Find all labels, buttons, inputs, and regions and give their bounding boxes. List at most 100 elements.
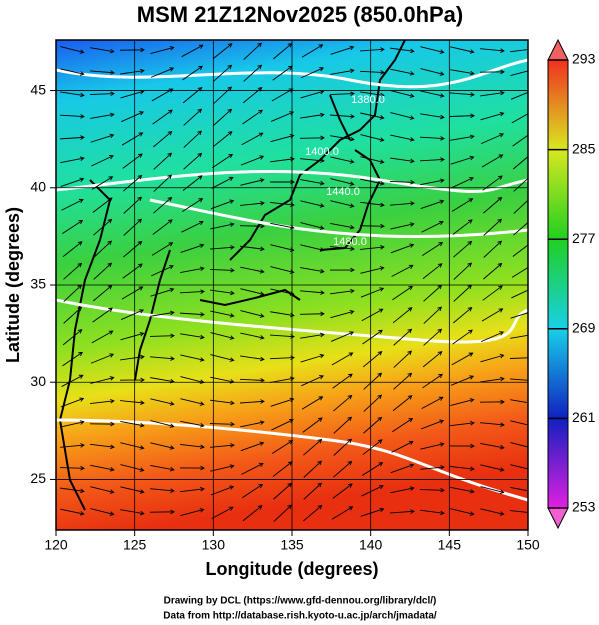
streamline (61, 374, 84, 387)
streamline (331, 352, 354, 366)
streamline (120, 442, 145, 450)
streamline (240, 332, 265, 340)
streamline (299, 311, 325, 317)
x-tick-label: 125 (123, 537, 147, 553)
streamline (330, 68, 355, 75)
streamline (300, 222, 325, 230)
streamline (179, 465, 205, 471)
streamline (90, 443, 115, 450)
streamline (450, 155, 475, 165)
streamline (243, 64, 263, 82)
streamline (513, 219, 528, 236)
streamline (420, 419, 445, 430)
streamline (150, 310, 175, 317)
streamline (509, 357, 528, 359)
streamline (330, 200, 355, 208)
streamline (59, 114, 85, 119)
streamline (510, 464, 528, 470)
streamline (92, 197, 113, 213)
y-tick-label: 40 (30, 178, 46, 194)
streamline (510, 378, 528, 381)
streamline (480, 48, 505, 53)
x-tick-label: 145 (438, 537, 462, 553)
y-tick-label: 35 (30, 276, 46, 292)
streamline (90, 112, 115, 119)
colorbar-tick-label: 253 (572, 499, 596, 515)
streamline (450, 486, 475, 494)
y-axis-label: Latitude (degrees) (3, 207, 23, 363)
streamline (90, 398, 115, 405)
streamline (63, 262, 83, 280)
streamline (450, 465, 475, 472)
streamline (450, 92, 475, 97)
footer-line: Data from http://database.rish.kyoto-u.a… (163, 611, 437, 622)
streamline (151, 88, 174, 102)
streamline (450, 69, 475, 76)
streamline (420, 442, 445, 450)
streamline (93, 240, 113, 258)
streamline (123, 240, 143, 258)
streamline (360, 287, 385, 298)
streamline (452, 306, 473, 324)
streamline (91, 330, 114, 344)
streamline (180, 508, 205, 516)
y-tick-label: 30 (30, 373, 46, 389)
streamline (511, 266, 528, 278)
streamline (209, 421, 235, 427)
streamline (181, 44, 204, 58)
streamline (480, 508, 505, 516)
streamline (392, 395, 413, 412)
streamline (93, 262, 113, 280)
streamline (183, 152, 203, 170)
streamline (150, 465, 175, 472)
y-tick-label: 25 (30, 470, 46, 486)
streamline (239, 378, 265, 383)
streamline (330, 310, 355, 319)
streamline (302, 417, 323, 433)
streamline (420, 509, 445, 516)
streamline (89, 421, 115, 427)
streamline (60, 91, 85, 98)
streamline (479, 69, 505, 75)
streamline (240, 266, 265, 274)
streamline (183, 130, 203, 148)
streamline (329, 267, 355, 273)
streamline (212, 131, 233, 148)
streamline (360, 244, 385, 250)
contour-label: 1400.0 (305, 146, 339, 158)
streamline (423, 328, 443, 346)
streamline (392, 307, 413, 324)
streamline (93, 218, 113, 236)
streamline (420, 178, 445, 186)
colorbar-body (547, 59, 569, 509)
streamline (89, 91, 115, 97)
streamline (153, 152, 173, 170)
streamline (483, 196, 503, 214)
streamline (480, 90, 505, 97)
streamline (389, 179, 415, 185)
streamline (480, 443, 505, 450)
streamline (422, 263, 443, 280)
streamline (123, 174, 143, 192)
streamline (240, 310, 265, 318)
streamline (450, 420, 475, 427)
streamline (90, 70, 115, 75)
streamline (150, 398, 175, 406)
streamline (301, 44, 324, 58)
contour-label: 1380.0 (351, 94, 385, 106)
streamline (300, 332, 325, 339)
streamline (91, 155, 114, 167)
streamline (123, 218, 143, 236)
streamline (360, 112, 385, 120)
streamline (331, 506, 354, 520)
streamline (210, 199, 235, 210)
streamline (180, 354, 205, 362)
streamline (242, 505, 263, 522)
streamline (180, 333, 205, 340)
streamline (390, 90, 415, 98)
streamline (360, 91, 385, 98)
streamline (450, 134, 475, 141)
streamline (330, 288, 355, 295)
streamline (480, 353, 505, 363)
